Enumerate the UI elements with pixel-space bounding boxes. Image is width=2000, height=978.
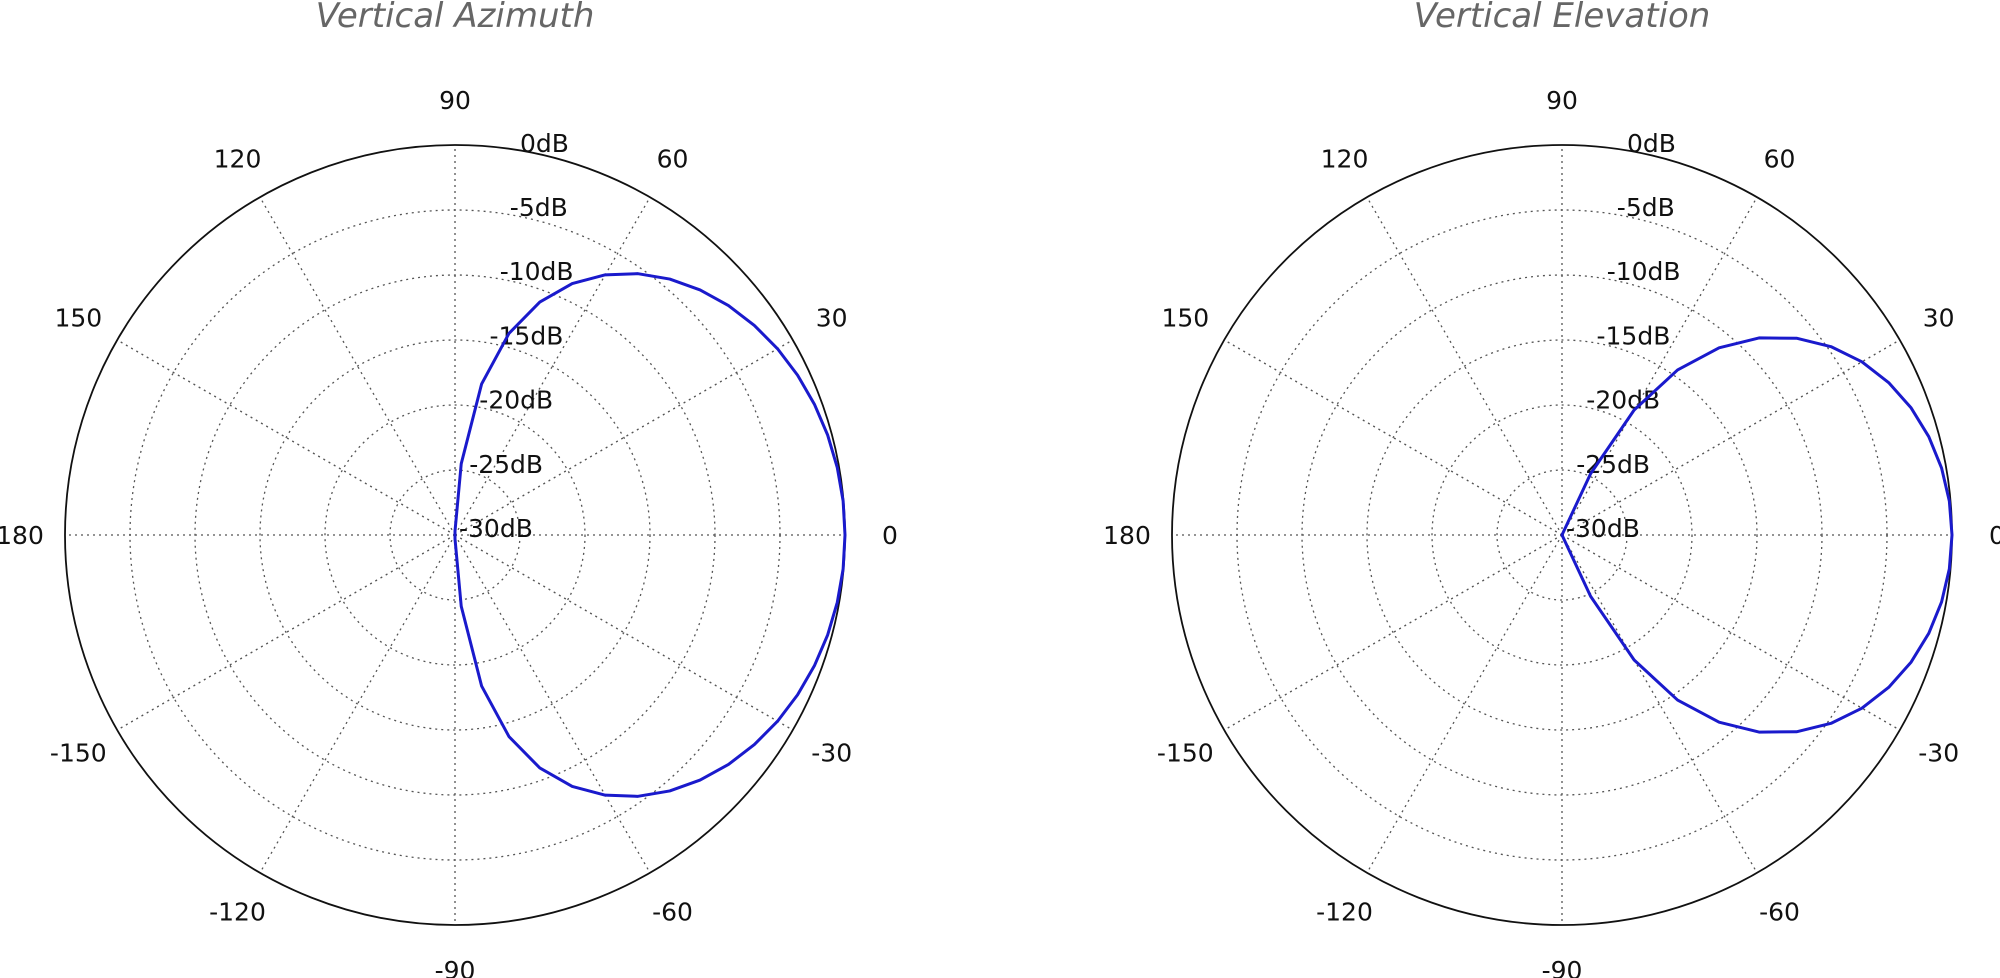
angle-tick-label-90: -90 <box>435 956 476 978</box>
radial-tick-label-20db: -20dB <box>479 386 553 415</box>
series-group <box>1560 336 1954 734</box>
chart-title: Vertical Azimuth <box>316 0 595 36</box>
chart-title: Vertical Elevation <box>1414 0 1711 36</box>
angle-tick-label-30: -30 <box>1918 739 1959 768</box>
angular-grid-line <box>1561 339 1901 536</box>
radial-tick-label-25db: -25dB <box>469 450 543 479</box>
radial-tick-label-30db: -30dB <box>459 514 533 543</box>
radial-tick-label-0db: 0dB <box>1627 129 1676 158</box>
angular-grid-line <box>1366 196 1563 536</box>
series-line <box>453 272 847 798</box>
angular-grid-line <box>1561 534 1901 731</box>
radial-tick-label-25db: -25dB <box>1576 450 1650 479</box>
polar-chart-vertical-elevation: Vertical Elevation 0 30 60 90 120 150 180 -150 -… <box>1103 0 2000 978</box>
radial-tick-label-10db: -10dB <box>500 257 574 286</box>
radial-tick-label-5db: -5dB <box>510 193 568 222</box>
tick-labels: 0 30 60 90 120 150 180 -150 -120 -90 -60 -30 0dB -5dB… <box>0 86 898 978</box>
radial-tick-label-10db: -10dB <box>1607 257 1681 286</box>
angle-tick-label-150: 150 <box>1161 304 1209 333</box>
radial-grid-circle <box>389 469 521 601</box>
angular-grid-line <box>116 534 456 731</box>
angle-tick-label-60: -60 <box>1759 898 1800 927</box>
polar-grid <box>1171 144 1953 926</box>
angular-grid-line <box>259 534 456 874</box>
tick-labels: 0 30 60 90 120 150 180 -150 -120 -90 -60 -30 0dB -5dB… <box>1103 86 2000 978</box>
radial-grid-circle <box>259 339 651 731</box>
radial-grid-circle <box>1496 469 1628 601</box>
angle-tick-label-0: 0 <box>882 521 898 550</box>
radial-grid-circle <box>194 274 716 796</box>
angle-tick-label-120: 120 <box>214 144 262 173</box>
radial-tick-label-30db: -30dB <box>1566 514 1640 543</box>
angle-tick-label-150: -150 <box>50 739 107 768</box>
angle-tick-label-60: -60 <box>652 898 693 927</box>
angular-grid-line <box>259 196 456 536</box>
angle-tick-label-30: -30 <box>811 739 852 768</box>
radial-grid-circle <box>1236 209 1888 861</box>
angle-tick-label-90: 90 <box>1546 86 1578 115</box>
angular-grid-line <box>454 339 794 536</box>
series-group <box>453 272 847 798</box>
angle-tick-label-150: -150 <box>1157 739 1214 768</box>
angular-grid-line <box>1223 339 1563 536</box>
angle-tick-label-180: 180 <box>1103 521 1151 550</box>
angle-tick-label-180: 180 <box>0 521 44 550</box>
angular-grid-line <box>1223 534 1563 731</box>
polar-chart-vertical-azimuth: Vertical Azimuth 0 30 60 90 120 150 180 -150 -12… <box>0 0 898 978</box>
angular-grid-line <box>454 196 651 536</box>
angle-tick-label-90: 90 <box>439 86 471 115</box>
angle-tick-label-120: -120 <box>209 898 266 927</box>
angle-tick-label-60: 60 <box>1764 144 1796 173</box>
radial-grid-circle <box>1366 339 1758 731</box>
angular-grid-line <box>1366 534 1563 874</box>
series-line <box>1560 336 1954 734</box>
radial-tick-label-15db: -15dB <box>1597 321 1671 350</box>
angular-grid-line <box>454 534 651 874</box>
angle-tick-label-60: 60 <box>657 144 689 173</box>
angle-tick-label-90: -90 <box>1542 956 1583 978</box>
angular-grid-line <box>454 534 794 731</box>
radial-grid-circle <box>324 404 586 666</box>
angular-grid-line <box>1561 196 1758 536</box>
radial-tick-label-20db: -20dB <box>1586 386 1660 415</box>
radial-grid-circle <box>129 209 781 861</box>
radial-tick-label-0db: 0dB <box>520 129 569 158</box>
radial-grid-circle <box>1301 274 1823 796</box>
angle-tick-label-150: 150 <box>54 304 102 333</box>
angle-tick-label-30: 30 <box>816 304 848 333</box>
radial-grid-circle <box>1431 404 1693 666</box>
angular-grid-line <box>1561 534 1758 874</box>
angle-tick-label-0: 0 <box>1989 521 2000 550</box>
radial-tick-label-5db: -5dB <box>1617 193 1675 222</box>
angular-grid-line <box>116 339 456 536</box>
angle-tick-label-120: 120 <box>1321 144 1369 173</box>
angle-tick-label-120: -120 <box>1316 898 1373 927</box>
angle-tick-label-30: 30 <box>1923 304 1955 333</box>
